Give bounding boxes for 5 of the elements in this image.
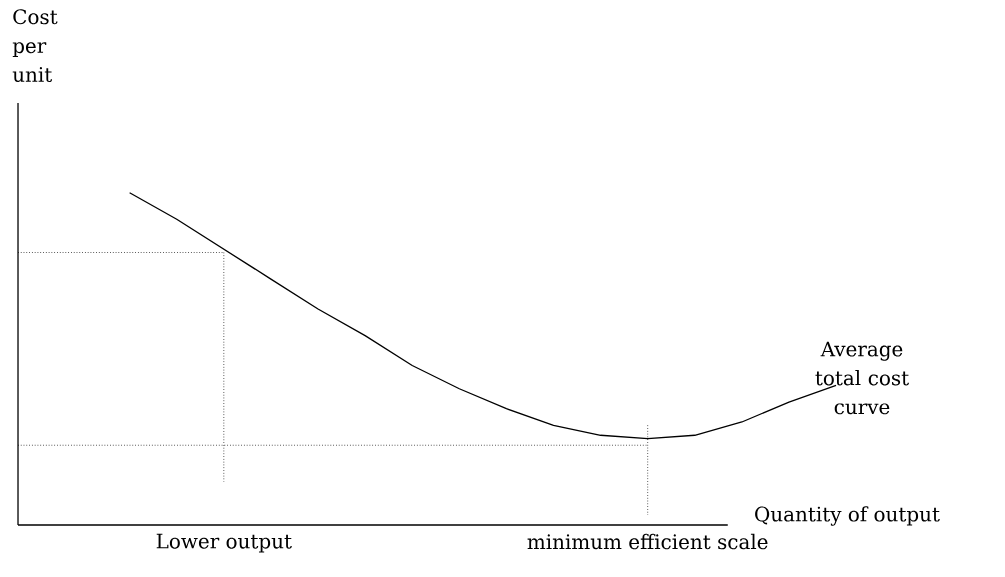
x-tick-label: minimum efficient scale [527,533,768,550]
x-axis-title: Quantity of output [755,506,940,526]
annotation: Average total cost curve [815,341,909,415]
x-tick-label: Lower output [156,533,292,553]
text: Cost per unit [12,9,58,83]
